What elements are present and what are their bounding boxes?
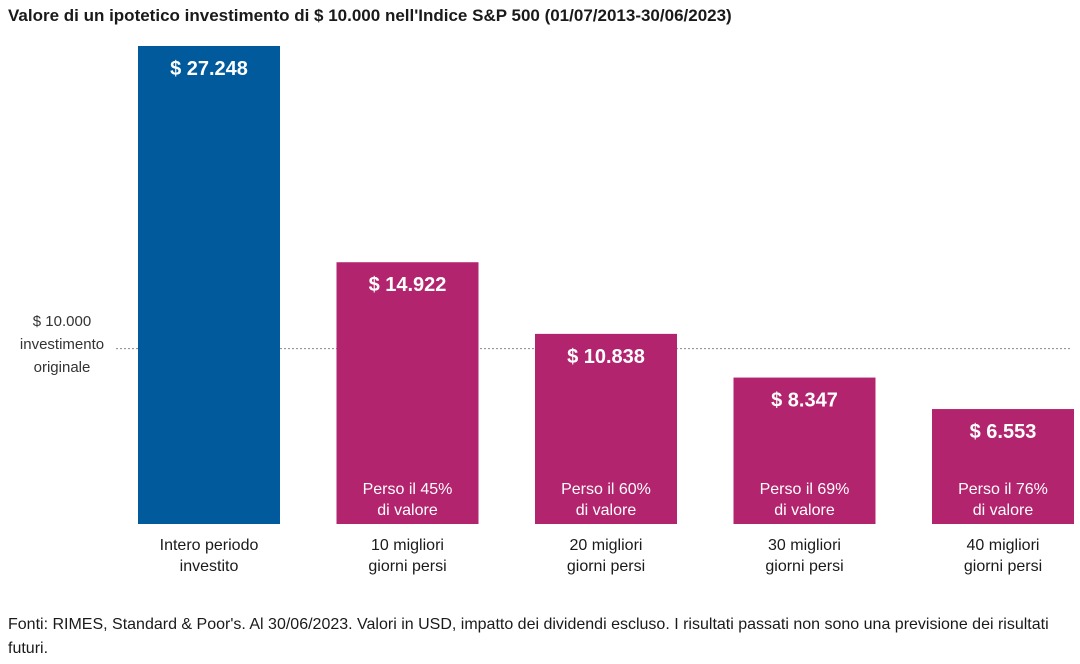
bar-inner-label: Perso il 69% bbox=[760, 481, 850, 498]
category-label: 10 migliori bbox=[371, 537, 444, 554]
bar bbox=[138, 46, 280, 524]
chart-title: Valore di un ipotetico investimento di $… bbox=[8, 6, 732, 25]
category-label: 20 migliori bbox=[570, 537, 643, 554]
data-label: $ 6.553 bbox=[970, 421, 1037, 443]
category-label: Intero periodo bbox=[160, 537, 259, 554]
category-label: giorni persi bbox=[765, 558, 843, 575]
bar-inner-label: di valore bbox=[774, 502, 835, 519]
labels-group: $ 27.248 Intero periodo investito $ 14.922 P… bbox=[160, 58, 1048, 575]
reference-line-label: investimento bbox=[20, 336, 104, 353]
bar-inner-label: Perso il 45% bbox=[363, 481, 453, 498]
data-label: $ 8.347 bbox=[771, 390, 838, 412]
data-label: $ 27.248 bbox=[170, 58, 248, 80]
category-label: investito bbox=[180, 558, 239, 575]
category-label: 40 migliori bbox=[967, 537, 1040, 554]
bar-inner-label: di valore bbox=[377, 502, 438, 519]
bar bbox=[336, 262, 479, 524]
bar-inner-label: Perso il 60% bbox=[561, 481, 651, 498]
bar bbox=[733, 377, 876, 524]
bar-inner-label: di valore bbox=[973, 502, 1034, 519]
bar-chart: $ 10.000 investimento originale $ 27.248 In… bbox=[20, 46, 1074, 575]
data-label: $ 10.838 bbox=[567, 346, 645, 368]
category-label: 30 migliori bbox=[768, 537, 841, 554]
bars-group bbox=[138, 46, 1074, 524]
category-label: giorni persi bbox=[368, 558, 446, 575]
bar-inner-label: Perso il 76% bbox=[958, 481, 1048, 498]
data-label: $ 14.922 bbox=[369, 274, 447, 296]
bar bbox=[932, 409, 1074, 524]
category-label: giorni persi bbox=[567, 558, 645, 575]
source-note: Fonti: RIMES, Standard & Poor's. Al 30/0… bbox=[8, 616, 1049, 657]
category-label: giorni persi bbox=[964, 558, 1042, 575]
bar bbox=[535, 333, 677, 524]
bar-inner-label: di valore bbox=[576, 502, 637, 519]
reference-line-label: originale bbox=[34, 359, 91, 376]
reference-line-label: $ 10.000 bbox=[33, 313, 91, 330]
